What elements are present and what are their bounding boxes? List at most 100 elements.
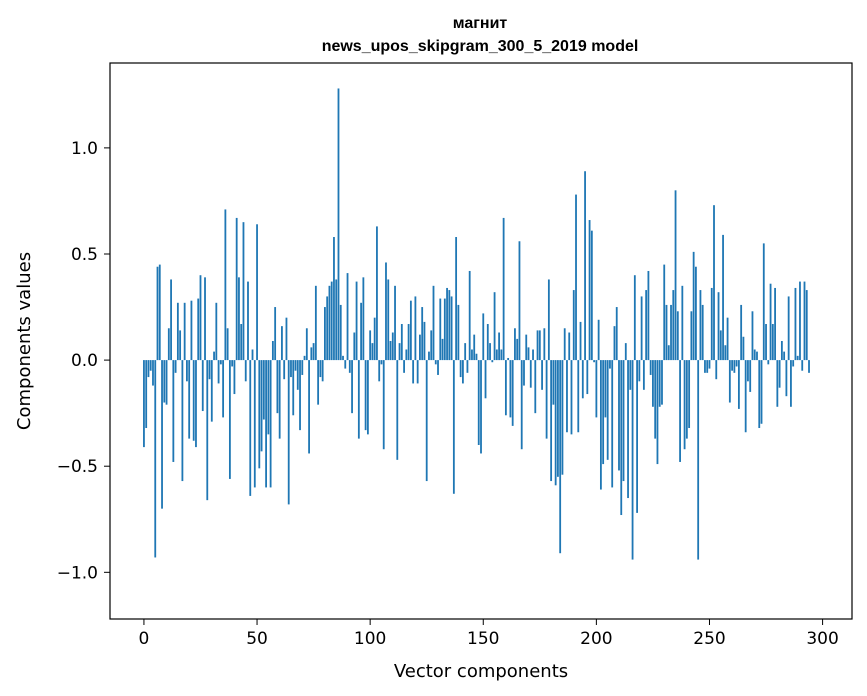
bar-component-133 (443, 298, 446, 361)
x-tick-label: 100 (354, 629, 386, 649)
bar-component-108 (387, 279, 390, 361)
bar-component-167 (520, 360, 523, 450)
bar-component-187 (566, 360, 568, 433)
bar-component-219 (638, 360, 641, 382)
bar-component-85 (335, 279, 338, 361)
bar-component-174 (536, 330, 539, 361)
bar-component-182 (554, 360, 557, 486)
bar-component-145 (471, 349, 473, 361)
bar-component-52 (260, 360, 263, 452)
bar-component-37 (226, 328, 229, 361)
bar-component-239 (683, 360, 686, 450)
bar-component-90 (346, 273, 349, 361)
bar-component-143 (466, 360, 469, 373)
bar-component-190 (572, 290, 575, 361)
bar-component-164 (514, 328, 516, 361)
bar-component-227 (656, 360, 659, 465)
bar-component-274 (762, 243, 765, 361)
bar-component-218 (636, 360, 638, 513)
bar-component-138 (455, 237, 458, 361)
bar-component-38 (228, 360, 231, 479)
bar-component-103 (376, 226, 378, 361)
bar-component-196 (586, 360, 589, 395)
bar-component-142 (464, 343, 467, 361)
bar-component-282 (780, 341, 783, 361)
bar-component-246 (699, 290, 702, 361)
bar-component-250 (708, 360, 711, 369)
bar-component-9 (163, 360, 166, 403)
bar-component-260 (731, 360, 734, 371)
bar-component-44 (242, 222, 245, 361)
bar-component-214 (627, 360, 629, 499)
bar-component-158 (500, 349, 503, 361)
bar-component-47 (249, 360, 252, 496)
bar-component-136 (450, 296, 453, 361)
bar-component-185 (561, 360, 564, 475)
bar-component-224 (649, 360, 652, 375)
bar-component-228 (658, 360, 661, 407)
bar-component-180 (550, 360, 553, 482)
bar-component-259 (728, 360, 731, 403)
bar-component-43 (240, 324, 243, 361)
bar-component-140 (459, 360, 462, 378)
bar-component-144 (468, 270, 471, 361)
bar-component-53 (262, 360, 265, 420)
bar-component-208 (613, 326, 616, 361)
bar-component-237 (679, 360, 681, 462)
bar-component-243 (692, 251, 695, 361)
bar-component-242 (690, 311, 693, 361)
bar-component-91 (348, 360, 351, 373)
bar-component-281 (778, 360, 781, 388)
bar-component-275 (765, 324, 767, 361)
bar-component-215 (629, 360, 632, 390)
bar-component-270 (753, 349, 756, 361)
bar-component-135 (448, 290, 451, 361)
bar-component-131 (439, 298, 442, 361)
bar-component-200 (595, 360, 598, 418)
bar-component-69 (299, 360, 301, 431)
bar-component-199 (593, 360, 596, 363)
bar-component-211 (620, 360, 623, 516)
bar-component-231 (665, 304, 668, 361)
bar-component-286 (790, 360, 792, 407)
bar-component-33 (217, 360, 220, 384)
bar-component-153 (489, 343, 491, 361)
bar-component-109 (389, 341, 392, 361)
bar-component-14 (174, 360, 177, 373)
bar-component-193 (579, 321, 582, 361)
x-axis-ticks: 0 50 100 150 200 250 300 (139, 619, 839, 649)
bar-component-8 (161, 360, 163, 509)
bar-component-198 (590, 230, 593, 361)
bar-component-152 (486, 324, 489, 361)
bar-component-271 (756, 351, 758, 361)
bar-component-225 (652, 360, 654, 407)
bar-component-161 (507, 357, 510, 361)
bar-component-241 (688, 360, 691, 429)
bar-component-111 (394, 285, 396, 361)
bar-component-51 (258, 360, 261, 469)
bar-component-279 (774, 287, 776, 361)
chart-title-line-1: магнит (453, 15, 508, 32)
bar-component-79 (321, 360, 324, 382)
bar-component-223 (647, 270, 650, 361)
bar-component-17 (181, 360, 184, 482)
y-tick-label: −1.0 (57, 563, 98, 583)
bar-component-201 (597, 319, 600, 361)
bar-component-276 (767, 360, 770, 365)
bar-component-197 (588, 220, 591, 361)
bar-component-100 (369, 330, 372, 361)
bar-component-1 (145, 360, 148, 429)
bar-component-289 (796, 355, 799, 361)
bar-component-256 (722, 234, 724, 361)
bar-component-107 (385, 262, 387, 361)
bar-component-278 (771, 324, 774, 361)
bar-component-234 (672, 290, 675, 361)
bar-component-134 (446, 287, 448, 361)
bar-component-205 (606, 360, 609, 460)
bar-component-6 (156, 266, 159, 361)
bar-component-106 (382, 360, 385, 450)
bar-component-64 (287, 360, 290, 505)
y-axis-ticks: −1.0 −0.5 0.0 0.5 1.0 (57, 139, 110, 583)
bar-component-181 (552, 360, 555, 405)
